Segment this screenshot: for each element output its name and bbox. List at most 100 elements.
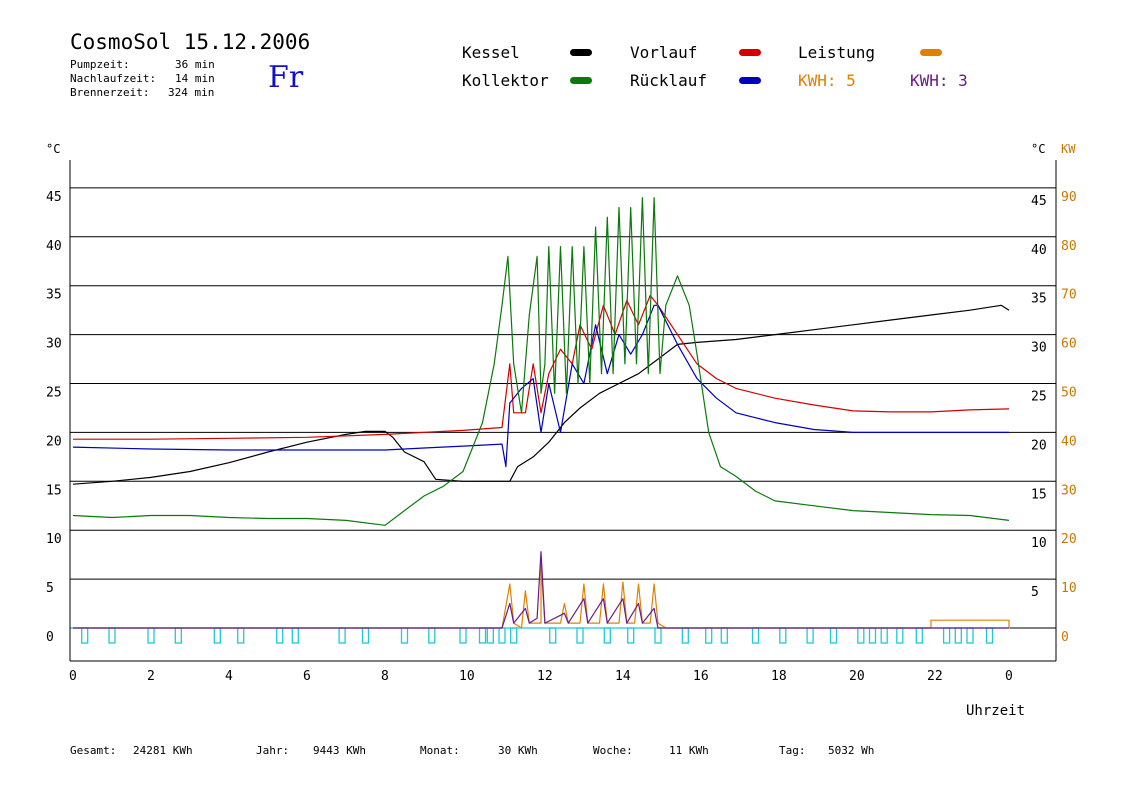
pump-cycle-mark [428,627,436,644]
pump-cycle-mark [896,627,904,644]
y-left-tick-label: 40 [46,239,62,254]
y-right-kw-tick-label: 80 [1061,239,1077,254]
pump-cycle-mark [942,627,951,644]
pump-cycle-mark [751,627,760,644]
y-left-tick-label: 15 [46,483,62,498]
footer-monat-value: 30 KWh [498,744,538,757]
pump-cycle-mark [108,627,116,644]
pump-cycle-mark [498,627,506,644]
x-tick-label: 18 [771,669,787,684]
pump-cycle-mark [174,627,182,644]
y-left-tick-label: 10 [46,532,62,547]
y-right-tick-label: 30 [1031,341,1047,356]
x-tick-label: 20 [849,669,865,684]
legend-ruecklauf-swatch [739,77,761,84]
series-line-kollektor [72,197,1010,526]
pump-cycle-mark [705,627,713,644]
legend-vorlauf-label: Vorlauf [630,43,698,62]
legend-kollektor-swatch [570,77,592,84]
chart-title: CosmoSol 15.12.2006 [70,30,311,54]
pump-cycle-mark [276,627,284,644]
y-right-tick-label: 35 [1031,292,1047,307]
legend-kwh2-label: KWH: 3 [910,71,968,90]
pump-cycle-mark [915,627,923,644]
pump-cycle-mark [868,627,877,644]
x-tick-label: 10 [459,669,475,684]
pump-cycles [70,627,1010,644]
pump-cycle-mark [576,627,584,644]
footer-jahr-value: 9443 KWh [313,744,366,757]
pump-cycle-mark [627,627,635,644]
x-tick-label: 12 [537,669,553,684]
y-left-tick-label: 0 [46,630,54,645]
footer-woche-value: 11 KWh [669,744,709,757]
y-left-tick-label: 30 [46,337,62,352]
pump-cycle-mark [459,627,467,644]
footer-monat-label: Monat: [420,744,460,757]
pump-cycle-mark [549,627,557,644]
y-right-tick-label: 25 [1031,390,1047,405]
y-right-kw-tick-label: 30 [1061,483,1077,498]
legend-ruecklauf-label: Rücklauf [630,71,708,90]
series-line-leistung [73,563,1010,629]
y-right-kw-tick-label: 70 [1061,288,1077,303]
y-right-kw-tick-label: 10 [1061,581,1077,596]
legend-kessel-swatch [570,49,592,56]
pump-cycle-mark [654,627,662,644]
x-tick-label: 8 [381,669,389,684]
footer-jahr-label: Jahr: [256,744,290,757]
y-right-tick-label: 45 [1031,194,1047,209]
pump-cycle-mark [291,627,299,644]
footer-tag-label: Tag: [779,744,806,757]
y-left-unit-label: °C [46,142,60,156]
x-axis-label: Uhrzeit [966,703,1025,719]
y-left-tick-label: 35 [46,288,62,303]
tick-labels: 0510152025303540455101520253035404501020… [46,190,1077,684]
footer-gesamt-value: 24281 KWh [133,744,193,757]
y-left-tick-label: 20 [46,434,62,449]
pump-cycle-mark [880,627,888,644]
legend-kwh1-label: KWH: 5 [798,71,856,90]
pump-cycle-mark [338,627,346,644]
x-tick-label: 0 [69,669,77,684]
series-line-vorlauf [73,294,1010,440]
pump-cycle-mark [478,627,487,644]
y-right-tick-label: 40 [1031,243,1047,258]
stat-nachlaufzeit-label: Nachlaufzeit: [70,72,157,85]
pump-cycle-mark [829,627,838,644]
y-right-tick-label: 20 [1031,438,1047,453]
pump-cycle-mark [954,627,962,644]
pump-cycle-mark [779,627,787,644]
footer-tag-value: 5032 Wh [828,744,875,757]
stat-pumpzeit-value: 36 min [175,58,215,71]
stat-brennerzeit-value: 324 min [168,86,215,99]
legend-kollektor-label: Kollektor [462,71,549,90]
y-right-tick-label: 10 [1031,536,1047,551]
pump-cycle-mark [857,627,865,644]
stat-nachlaufzeit-value: 14 min [175,72,215,85]
y-right-kw-tick-label: 0 [1061,630,1069,645]
stat-brennerzeit-label: Brennerzeit: [70,86,150,99]
legend-leistung-swatch [920,49,942,56]
y-right-unit-label: °C [1031,142,1045,156]
x-tick-label: 14 [615,669,631,684]
legend-leistung-label: Leistung [798,43,876,62]
pump-cycle-mark [510,627,518,644]
x-tick-label: 16 [693,669,709,684]
x-tick-label: 0 [1005,669,1013,684]
data-series [72,197,1010,629]
pump-cycle-mark [81,627,89,644]
pump-cycle-mark [147,627,155,644]
pump-cycle-mark [486,627,494,644]
y-right-kw-tick-label: 90 [1061,190,1077,205]
y-right-kw-tick-label: 50 [1061,386,1077,401]
y-right-kw-tick-label: 20 [1061,532,1077,547]
series-line-r-cklauf [72,304,1009,468]
pump-cycle-mark [213,627,221,644]
x-tick-label: 2 [147,669,155,684]
y-right-tick-label: 5 [1031,585,1039,600]
pump-cycle-mark [985,627,994,644]
pump-cycle-mark [603,627,611,644]
stat-pumpzeit-label: Pumpzeit: [70,58,130,71]
